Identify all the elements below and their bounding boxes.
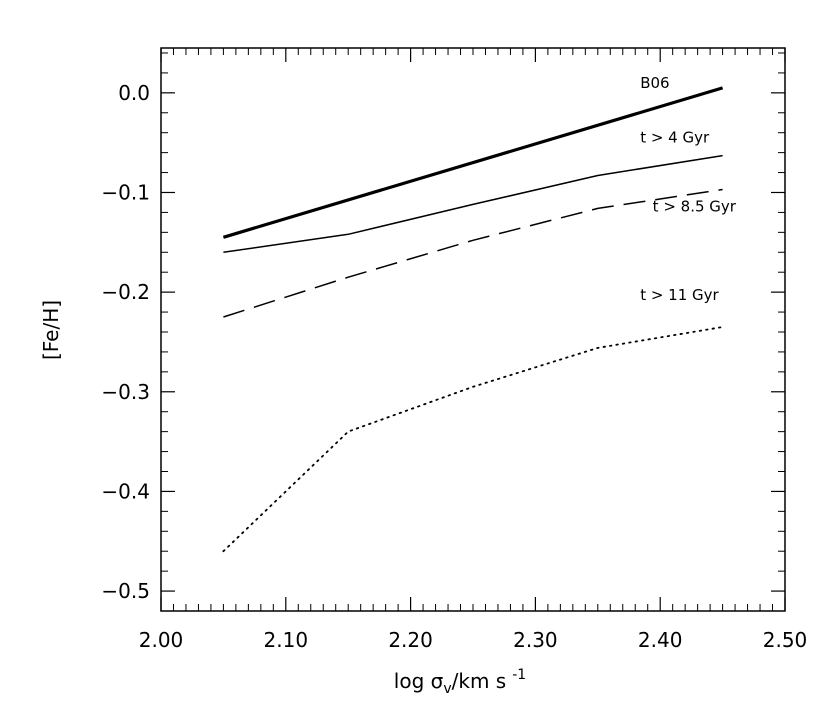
series-line-3 [223,188,723,318]
series-labels: B06 t > 4 Gyr t > 8.5 Gyr t > 11 Gyr [640,74,737,304]
series-label-3: t > 8.5 Gyr [653,197,737,215]
x-tick-label: 2.50 [763,628,808,652]
y-tick-label: −0.1 [101,180,150,204]
x-axis-title: log σv/km s -1 [394,667,526,697]
y-tick-label: −0.4 [101,479,150,503]
tick-labels: 2.00 2.10 2.20 2.30 2.40 2.50 0.0 −0.1 −0.2 −0.3 −… [101,81,807,652]
series-label-1: B06 [640,74,669,92]
x-tick-label: 2.10 [264,628,309,652]
series-label-2: t > 4 Gyr [640,129,710,147]
y-tick-label: −0.3 [101,380,150,404]
series-line-4 [222,326,724,553]
series-line-1 [222,86,724,239]
series-lines [222,86,724,553]
x-tick-label: 2.40 [638,628,683,652]
y-tick-label: −0.5 [101,579,150,603]
y-axis-title: [Fe/H] [39,300,63,360]
y-tick-label: 0.0 [118,81,150,105]
x-tick-label: 2.20 [388,628,433,652]
x-tick-label: 2.00 [139,628,184,652]
series-line-2 [223,154,723,254]
series-label-4: t > 11 Gyr [640,286,719,304]
axis-ticks [160,48,786,612]
y-tick-label: −0.2 [101,280,150,304]
x-tick-label: 2.30 [513,628,558,652]
